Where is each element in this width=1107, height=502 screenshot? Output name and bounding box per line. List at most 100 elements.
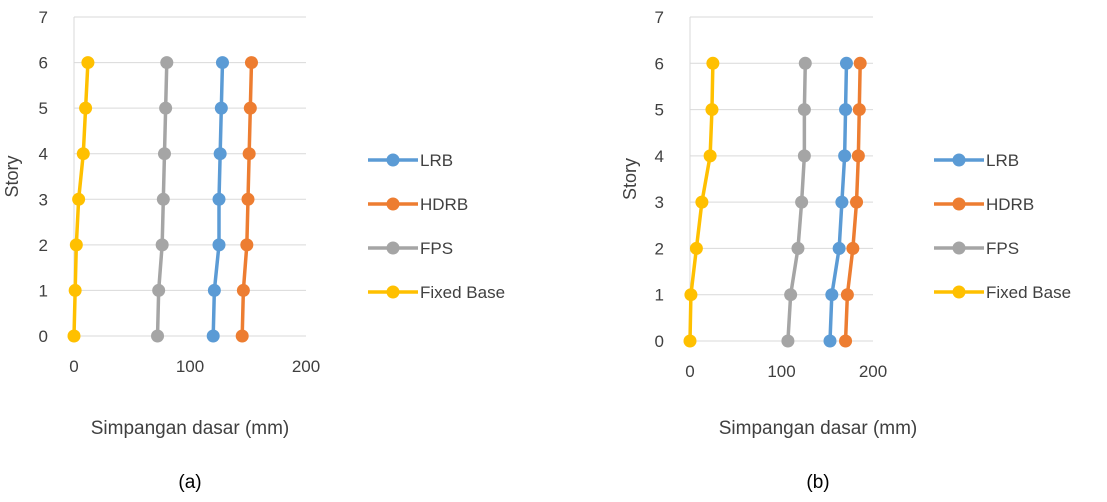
chart-panel-a: 0 1 2 3 4 5 6 7 0 100 200 Story Simpangan dasar (mm)…: [2, 8, 505, 493]
data-point: [159, 101, 173, 115]
data-point: [213, 147, 227, 161]
data-point: [79, 101, 93, 115]
data-point: [212, 192, 226, 206]
data-point: [798, 56, 812, 70]
y-tick-label: 6: [655, 54, 664, 73]
data-point: [69, 238, 83, 252]
data-point: [240, 238, 254, 252]
legend-marker: [952, 197, 966, 211]
data-point: [68, 283, 82, 297]
data-point: [797, 149, 811, 163]
data-point: [242, 147, 256, 161]
y-tick-label: 1: [39, 281, 48, 300]
panel-label: (a): [178, 472, 201, 493]
data-point: [850, 195, 864, 209]
data-point: [835, 195, 849, 209]
data-point: [151, 329, 165, 343]
data-point: [797, 103, 811, 117]
data-point: [853, 56, 867, 70]
x-tick-label: 0: [685, 362, 694, 381]
data-point: [235, 329, 249, 343]
y-axis-title: Story: [2, 155, 22, 197]
data-point: [236, 283, 250, 297]
x-tick-label: 200: [859, 362, 887, 381]
y-tick-label: 0: [655, 332, 664, 351]
data-point: [832, 241, 846, 255]
y-tick-label: 7: [655, 8, 664, 27]
legend-marker: [386, 153, 400, 167]
y-tick-label: 7: [39, 8, 48, 27]
data-point: [72, 192, 86, 206]
data-point: [825, 288, 839, 302]
legend-label: HDRB: [420, 195, 468, 214]
data-point: [852, 103, 866, 117]
y-tick-label: 4: [39, 145, 48, 164]
data-point: [838, 149, 852, 163]
data-point: [155, 238, 169, 252]
data-point: [683, 334, 697, 348]
data-point: [689, 241, 703, 255]
panel-label: (b): [806, 472, 829, 493]
x-axis-title: Simpangan dasar (mm): [719, 418, 918, 439]
data-point: [706, 56, 720, 70]
legend-marker: [386, 241, 400, 255]
y-tick-label: 0: [39, 327, 48, 346]
data-point: [214, 101, 228, 115]
data-point: [705, 103, 719, 117]
legend-marker: [386, 197, 400, 211]
data-point: [846, 241, 860, 255]
data-point: [823, 334, 837, 348]
data-point: [241, 192, 255, 206]
x-tick-label: 200: [292, 357, 320, 376]
legend-label: LRB: [420, 151, 453, 170]
x-tick-label: 100: [176, 357, 204, 376]
data-point: [851, 149, 865, 163]
data-point: [781, 334, 795, 348]
data-point: [839, 334, 853, 348]
y-tick-label: 3: [39, 190, 48, 209]
data-point: [212, 238, 226, 252]
data-point: [784, 288, 798, 302]
y-axis-title: Story: [620, 158, 640, 200]
legend-label: FPS: [420, 239, 453, 258]
legend-marker: [386, 285, 400, 299]
data-point: [215, 56, 229, 70]
data-point: [695, 195, 709, 209]
data-point: [243, 101, 257, 115]
y-tick-label: 4: [655, 147, 664, 166]
data-point: [839, 103, 853, 117]
data-point: [684, 288, 698, 302]
data-point: [156, 192, 170, 206]
y-tick-label: 1: [655, 286, 664, 305]
data-point: [81, 56, 95, 70]
chart-panel-b: 0 1 2 3 4 5 6 7 0 100 200 Story Simpangan dasar (mm)…: [620, 8, 1071, 493]
data-point: [791, 241, 805, 255]
y-tick-label: 2: [655, 239, 664, 258]
legend-label: HDRB: [986, 195, 1034, 214]
data-point: [160, 56, 174, 70]
legend-marker: [952, 241, 966, 255]
y-tick-label: 5: [39, 99, 48, 118]
data-point: [207, 283, 221, 297]
x-axis-title: Simpangan dasar (mm): [91, 418, 290, 439]
data-point: [206, 329, 220, 343]
data-point: [795, 195, 809, 209]
x-tick-label: 100: [767, 362, 795, 381]
data-point: [76, 147, 90, 161]
legend-label: LRB: [986, 151, 1019, 170]
data-point: [703, 149, 717, 163]
data-point: [152, 283, 166, 297]
data-point: [157, 147, 171, 161]
data-point: [839, 56, 853, 70]
legend-label: FPS: [986, 239, 1019, 258]
y-tick-label: 6: [39, 54, 48, 73]
x-tick-label: 0: [69, 357, 78, 376]
y-tick-label: 3: [655, 193, 664, 212]
legend-label: Fixed Base: [420, 283, 505, 302]
legend-label: Fixed Base: [986, 283, 1071, 302]
data-point: [67, 329, 81, 343]
legend-marker: [952, 153, 966, 167]
y-tick-label: 2: [39, 236, 48, 255]
y-tick-label: 5: [655, 101, 664, 120]
